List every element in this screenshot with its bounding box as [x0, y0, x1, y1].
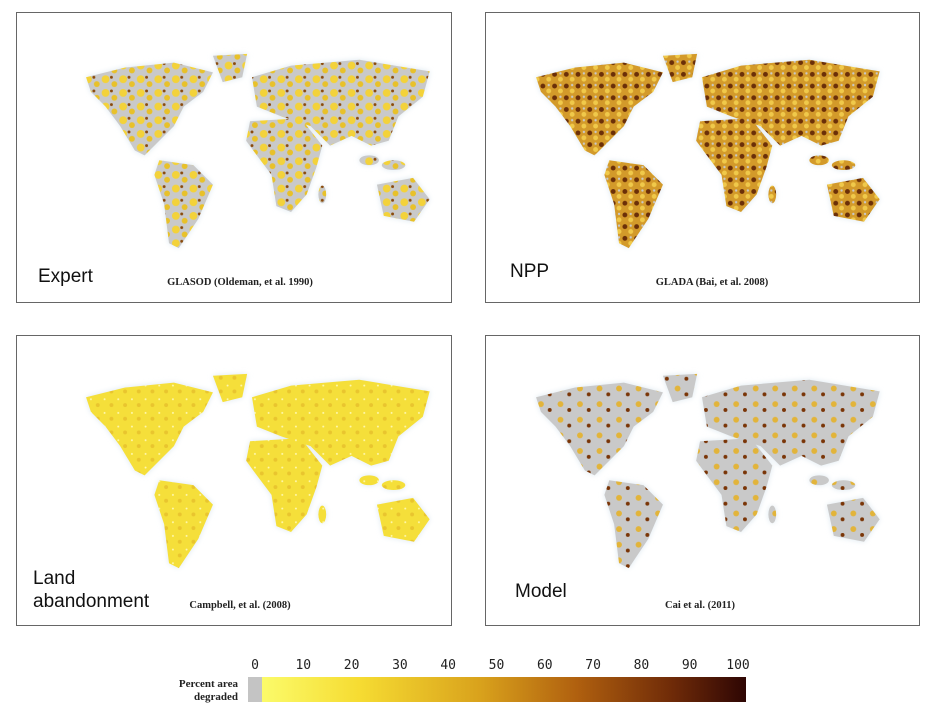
panel-frame — [485, 335, 920, 626]
legend-title: Percent area — [179, 678, 239, 690]
panel-npp: NPP GLADA (Bai, et al. 2008) — [485, 12, 920, 303]
legend-tick-label: 20 — [344, 658, 360, 673]
legend-tick-label: 80 — [634, 658, 650, 673]
legend-tick-label: 50 — [489, 658, 505, 673]
panel-label: Model — [515, 581, 567, 602]
legend-tick-label: 10 — [295, 658, 311, 673]
source: Cai et al. (2011) — [665, 600, 735, 611]
panel-label: Expert — [38, 266, 94, 287]
legend-tick-label: 60 — [537, 658, 553, 673]
source: GLASOD (Oldeman, et al. 1990) — [167, 277, 313, 288]
legend: Percent area degraded 0 10 20 30 40 50 60 70 80 9… — [179, 658, 750, 703]
color-ramp — [262, 677, 746, 702]
legend-tick-label: 90 — [682, 658, 698, 673]
source: Campbell, et al. (2008) — [189, 600, 291, 611]
panel-frame — [485, 12, 920, 303]
panel-label: Land — [33, 568, 75, 589]
source: GLADA (Bai, et al. 2008) — [656, 277, 769, 288]
legend-title: degraded — [194, 691, 238, 703]
panel-label: abandonment — [33, 591, 150, 612]
legend-tick-label: 0 — [251, 658, 259, 673]
legend-tick-label: 30 — [392, 658, 408, 673]
legend-tick-label: 40 — [440, 658, 456, 673]
legend-tick-label: 100 — [726, 658, 749, 673]
no-data-swatch — [248, 677, 262, 702]
legend-tick-label: 70 — [585, 658, 601, 673]
panel-label: NPP — [510, 261, 549, 282]
panel-expert: Expert GLASOD (Oldeman, et al. 1990) — [16, 12, 452, 303]
panel-land: Land abandonment Campbell, et al. (2008) — [16, 335, 452, 626]
panel-model: Model Cai et al. (2011) — [485, 335, 920, 626]
